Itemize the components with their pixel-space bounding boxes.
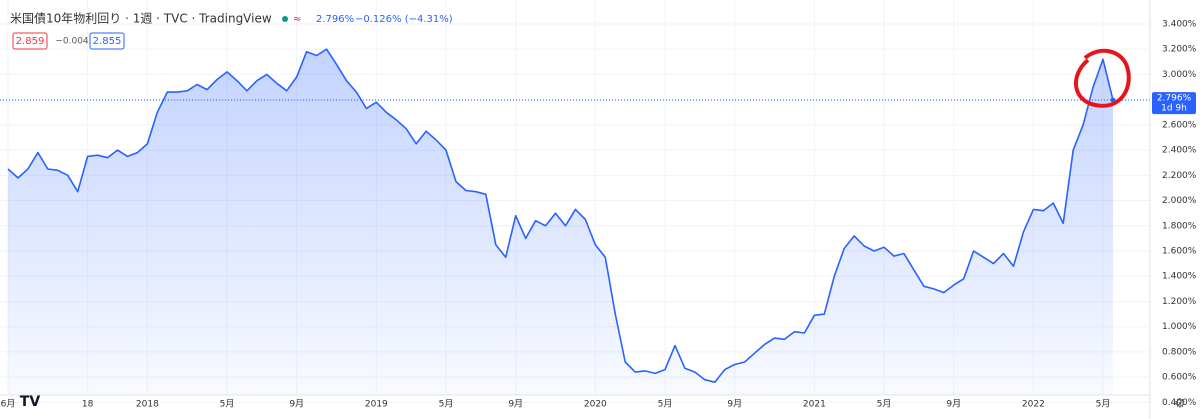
x-tick-label: 5月: [1096, 399, 1111, 410]
y-tick-label: 2.600%: [1162, 120, 1197, 130]
x-tick-label: 5月: [658, 399, 673, 410]
x-tick-label: 9月: [946, 399, 961, 410]
y-tick-label: 1.800%: [1162, 221, 1197, 231]
price-tag-label: 2.796%: [1157, 94, 1192, 104]
y-tick-label: 3.400%: [1162, 19, 1197, 29]
last-value: 2.796%: [316, 14, 354, 25]
area-fill: [8, 49, 1113, 395]
annotation-circle: [1073, 48, 1131, 108]
countdown: 1d 9h: [1161, 104, 1187, 114]
y-tick-label: 0.800%: [1162, 347, 1197, 357]
y-tick-label: 1.200%: [1162, 297, 1197, 307]
y-tick-label: 2.400%: [1162, 146, 1197, 156]
y-tick-label: 1.600%: [1162, 247, 1197, 257]
x-tick-label: 5月: [439, 399, 454, 410]
y-tick-label: 3.000%: [1162, 70, 1197, 80]
x-tick-label: 2019: [365, 400, 388, 410]
x-tick-label: 2022: [1022, 400, 1045, 410]
y-tick-label: 1.000%: [1162, 322, 1197, 332]
icon: ≈: [293, 14, 301, 25]
x-tick-label: 2018: [136, 400, 159, 410]
x-tick-label: 9月: [508, 399, 523, 410]
y-tick-label: 1.400%: [1162, 272, 1197, 282]
x-tick-label: 18: [82, 400, 94, 410]
x-tick-label: 2020: [584, 400, 607, 410]
bid: 2.859: [16, 36, 45, 47]
y-tick-label: 0.600%: [1162, 373, 1197, 383]
chart-title: 米国債10年物利回り · 1週 · TVC · TradingView: [10, 11, 272, 26]
x-tick-label: 9月: [289, 399, 304, 410]
ask: 2.855: [93, 36, 122, 47]
x-tick-label: 6月: [1, 399, 16, 410]
change: −0.126% (−4.31%): [355, 14, 453, 25]
bid-box[interactable]: [12, 32, 48, 50]
y-tick-label: 3.200%: [1162, 45, 1197, 55]
y-tick-label: 2.000%: [1162, 196, 1197, 206]
y-tick-label: 0.400%: [1162, 398, 1197, 408]
x-tick-label: 9月: [727, 399, 742, 410]
y-tick-label: 2.200%: [1162, 171, 1197, 181]
x-tick-label: 2021: [803, 400, 826, 410]
x-tick-label: 5月: [877, 399, 892, 410]
spread: −0.004: [55, 37, 89, 47]
logo[interactable]: TV: [20, 394, 41, 410]
status-dot: [282, 16, 288, 22]
x-tick-label: 5月: [220, 399, 235, 410]
line: [7, 48, 1114, 383]
ask-box[interactable]: [89, 32, 125, 50]
price-tag: [1152, 92, 1196, 115]
settings-icon[interactable]: ⚙: [1174, 397, 1186, 412]
